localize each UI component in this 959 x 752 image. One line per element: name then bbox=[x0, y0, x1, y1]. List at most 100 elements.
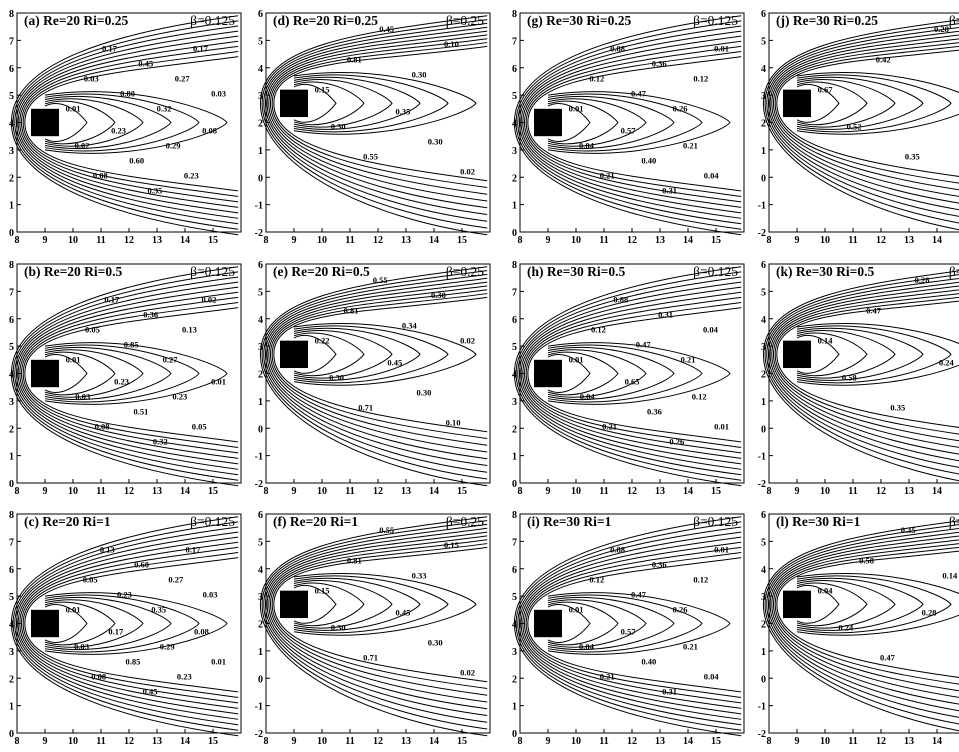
contour-label: 0.08 bbox=[91, 672, 106, 682]
contour-line bbox=[14, 25, 239, 225]
contour-label: 0.34 bbox=[402, 320, 418, 330]
contour-label: 0.23 bbox=[111, 125, 126, 135]
x-tick-label: 14 bbox=[932, 736, 942, 747]
square-cylinder bbox=[783, 340, 811, 369]
contour-line bbox=[44, 346, 172, 401]
x-tick-label: 12 bbox=[876, 736, 886, 747]
y-tick-label: -1 bbox=[255, 201, 263, 212]
y-tick-label: 5 bbox=[512, 592, 517, 603]
contour-line bbox=[772, 543, 959, 692]
y-tick-label: 7 bbox=[9, 537, 14, 548]
contour-line bbox=[24, 557, 239, 693]
x-tick-label: 11 bbox=[96, 486, 105, 497]
contour-line bbox=[523, 296, 742, 454]
contour-line bbox=[44, 599, 144, 648]
contour-line bbox=[513, 266, 742, 487]
x-tick-label: 14 bbox=[180, 235, 190, 246]
contour-line bbox=[24, 56, 239, 192]
contour-line bbox=[273, 546, 488, 683]
y-tick-label: 8 bbox=[9, 510, 14, 521]
contour-label: 0.02 bbox=[460, 335, 475, 345]
contour-line bbox=[766, 26, 959, 217]
contour-line bbox=[44, 103, 88, 142]
y-tick-label: 5 bbox=[9, 91, 14, 102]
contour-line bbox=[293, 580, 393, 629]
square-cylinder bbox=[31, 108, 59, 137]
y-tick-label: 6 bbox=[9, 565, 14, 576]
contour-label: 0.65 bbox=[625, 376, 640, 386]
contour-label: 0.21 bbox=[600, 171, 615, 181]
panel-title: (k) Re=30 Ri=0.5 bbox=[776, 264, 875, 279]
contour-label: 0.01 bbox=[66, 605, 81, 615]
contour-line bbox=[293, 573, 477, 636]
contour-label: 0.30 bbox=[329, 372, 344, 382]
contour-line bbox=[776, 300, 959, 428]
x-tick-label: 9 bbox=[795, 736, 800, 747]
contour-line bbox=[771, 289, 959, 448]
y-tick-label: 1 bbox=[9, 452, 14, 463]
y-tick-label: 5 bbox=[258, 537, 263, 548]
contour-label: 0.04 bbox=[703, 324, 719, 334]
y-tick-label: -2 bbox=[255, 729, 263, 740]
y-tick-label: 2 bbox=[258, 620, 263, 631]
contour-line bbox=[522, 291, 742, 459]
contour-label: 0.45 bbox=[387, 357, 402, 367]
contour-line bbox=[796, 327, 924, 381]
x-tick-label: 9 bbox=[292, 235, 297, 246]
y-tick-label: 1 bbox=[258, 397, 263, 408]
y-tick-label: 5 bbox=[761, 537, 766, 548]
y-tick-label: 6 bbox=[761, 9, 766, 20]
x-tick-label: 12 bbox=[876, 486, 886, 497]
y-tick-label: 2 bbox=[9, 173, 14, 184]
contour-line bbox=[10, 516, 239, 737]
x-tick-label: 15 bbox=[457, 235, 467, 246]
panel-beta: β=0.125 bbox=[693, 264, 738, 279]
contour-line bbox=[767, 30, 959, 211]
contour-label: 0.58 bbox=[842, 372, 857, 382]
y-tick-label: 0 bbox=[9, 729, 14, 740]
x-tick-label: 11 bbox=[96, 235, 105, 246]
contour-label: 0.55 bbox=[373, 275, 388, 285]
x-tick-label: 13 bbox=[655, 736, 665, 747]
contour-line bbox=[525, 552, 742, 698]
y-tick-label: 3 bbox=[9, 146, 14, 157]
x-tick-label: 14 bbox=[932, 486, 942, 497]
square-cylinder bbox=[280, 340, 308, 369]
panel-title: (d) Re=20 Ri=0.25 bbox=[273, 13, 378, 28]
y-tick-label: 6 bbox=[761, 510, 766, 521]
y-tick-label: 1 bbox=[512, 452, 517, 463]
y-tick-label: 0 bbox=[512, 228, 517, 239]
contour-line bbox=[796, 76, 924, 130]
square-cylinder bbox=[534, 108, 562, 137]
contour-line bbox=[14, 276, 239, 476]
contour-line bbox=[520, 536, 742, 715]
panel-beta: β=0.25 bbox=[949, 514, 959, 529]
contour-label: 0.03 bbox=[75, 392, 90, 402]
y-tick-label: 1 bbox=[258, 647, 263, 658]
y-tick-label: 7 bbox=[512, 287, 517, 298]
contour-label: 0.23 bbox=[177, 672, 192, 682]
contour-label: 0.03 bbox=[211, 88, 226, 98]
contour-label: 0.47 bbox=[866, 305, 882, 315]
contour-line bbox=[774, 296, 959, 435]
contour-line bbox=[293, 334, 337, 374]
y-tick-label: 5 bbox=[512, 91, 517, 102]
contour-label: 0.17 bbox=[185, 544, 201, 554]
contour-line bbox=[522, 40, 742, 208]
y-tick-label: -1 bbox=[758, 452, 766, 463]
contour-line bbox=[547, 592, 731, 655]
contour-line bbox=[10, 266, 239, 487]
contour-label: 0.60 bbox=[134, 559, 149, 569]
x-tick-label: 14 bbox=[429, 486, 439, 497]
contour-line bbox=[547, 91, 731, 154]
contour-label: 0.15 bbox=[315, 84, 330, 94]
y-tick-label: 4 bbox=[761, 565, 766, 576]
contour-line bbox=[271, 543, 488, 689]
y-tick-label: 7 bbox=[512, 36, 517, 47]
contour-label: 0.85 bbox=[124, 339, 139, 349]
contour-line bbox=[12, 20, 239, 230]
x-tick-label: 10 bbox=[820, 235, 830, 246]
x-tick-label: 10 bbox=[317, 235, 327, 246]
x-tick-label: 12 bbox=[627, 486, 637, 497]
contour-label: 0.40 bbox=[641, 156, 656, 166]
